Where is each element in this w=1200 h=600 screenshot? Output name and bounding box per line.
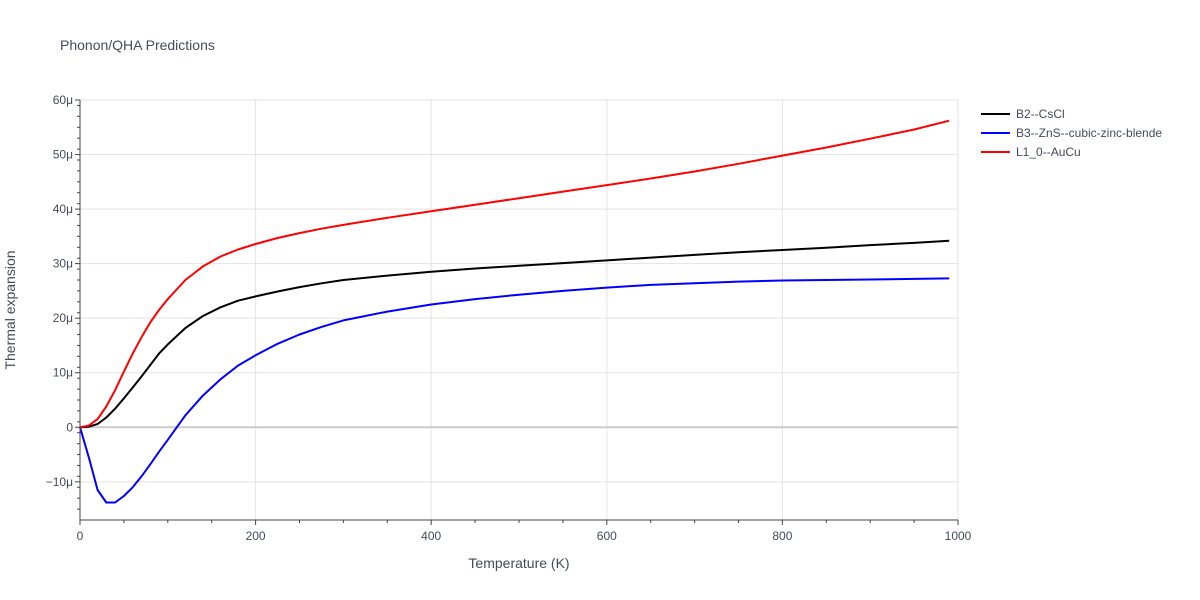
series-line-0 — [79, 239, 950, 429]
x-tick-label: 200 — [246, 529, 266, 543]
y-tick-label: 30μ — [53, 257, 73, 271]
series-layer — [79, 119, 950, 504]
y-tick-label: 60μ — [53, 93, 73, 107]
y-tick-label: 20μ — [53, 311, 73, 325]
y-axis-title: Thermal expansion — [2, 250, 18, 369]
x-tick-label: 400 — [421, 529, 441, 543]
x-tick-label: 0 — [77, 529, 84, 543]
legend-label: L1_0--AuCu — [1016, 145, 1081, 159]
x-tick-label: 600 — [597, 529, 617, 543]
grid-lines — [80, 99, 959, 520]
x-tick-label: 800 — [772, 529, 792, 543]
legend: B2--CsCl B3--ZnS--cubic-zinc-blende L1_0--… — [981, 107, 1162, 159]
series-line-2 — [79, 119, 950, 429]
legend-label: B3--ZnS--cubic-zinc-blende — [1016, 126, 1162, 140]
x-axis-title: Temperature (K) — [468, 555, 569, 571]
axes: 0 200 400 600 800 1000 −10μ 0 10μ 20μ 30μ 40μ 50μ 60μ — [46, 93, 972, 543]
y-tick-label: 50μ — [53, 148, 73, 162]
y-tick-label: 40μ — [53, 202, 73, 216]
y-tick-label: 0 — [66, 420, 73, 434]
series-line-1 — [79, 277, 950, 504]
y-tick-label: 10μ — [53, 366, 73, 380]
y-tick-label: −10μ — [46, 475, 73, 489]
chart-title: Phonon/QHA Predictions — [60, 37, 215, 53]
x-tick-label: 1000 — [945, 529, 972, 543]
legend-label: B2--CsCl — [1016, 107, 1065, 121]
